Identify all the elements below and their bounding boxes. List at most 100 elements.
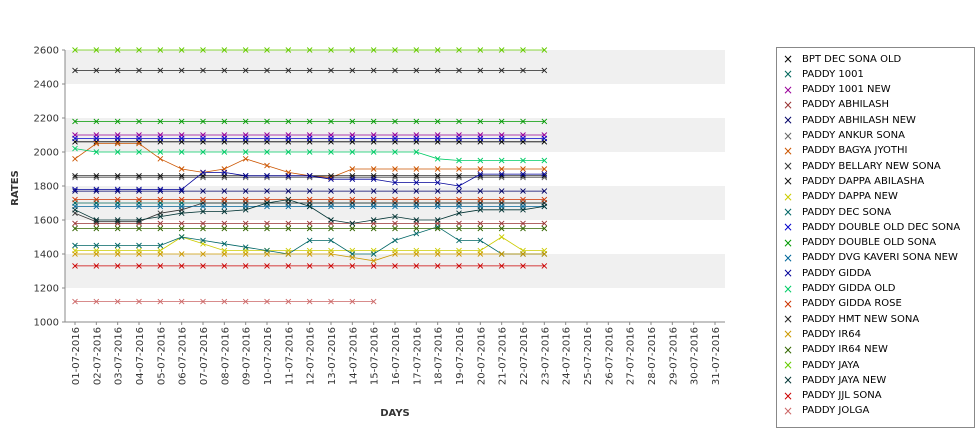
legend-label: PADDY DAPPA NEW — [802, 191, 898, 203]
legend-label: BPT DEC SONA OLD — [802, 53, 902, 65]
legend-item: × PADDY GIDDA OLD — [777, 282, 896, 296]
data-point — [370, 166, 377, 172]
legend-marker-icon: × — [782, 67, 794, 82]
data-point — [178, 298, 185, 305]
data-point — [456, 118, 462, 125]
data-point — [328, 237, 334, 244]
x-tick-label: 15-07-2016 — [370, 327, 381, 385]
data-point — [498, 135, 505, 142]
data-point — [114, 298, 121, 305]
legend-item: × PADDY ABHILASH NEW — [777, 113, 916, 127]
data-point — [456, 67, 462, 74]
data-point — [285, 225, 292, 232]
data-point — [114, 67, 121, 74]
data-point — [413, 203, 420, 210]
data-point — [157, 242, 164, 249]
legend-marker-icon: × — [782, 97, 794, 112]
data-point — [221, 118, 228, 125]
data-point — [541, 166, 548, 172]
series-15 — [72, 145, 548, 164]
data-point — [200, 220, 206, 227]
legend-label: PADDY DAPPA ABILASHA — [802, 175, 925, 187]
data-point — [178, 251, 185, 257]
data-point — [93, 217, 100, 223]
data-point — [370, 225, 377, 232]
data-point — [349, 203, 356, 210]
data-point — [221, 47, 228, 53]
legend-marker-icon: × — [782, 373, 794, 388]
data-point — [328, 251, 334, 257]
data-point — [136, 118, 142, 125]
data-point — [178, 196, 185, 203]
plot-band — [65, 254, 725, 288]
x-tick-label: 29-07-2016 — [668, 327, 679, 385]
data-point — [392, 213, 398, 220]
x-tick-label: 19-07-2016 — [455, 327, 466, 385]
data-point — [157, 135, 164, 142]
legend-label: PADDY ABHILASH — [802, 99, 890, 111]
data-point — [285, 251, 292, 257]
data-point — [520, 263, 526, 269]
legend-marker-icon: × — [782, 220, 794, 235]
data-point — [93, 186, 100, 193]
legend-item: × PADDY JAYA — [777, 358, 859, 372]
data-point — [221, 196, 228, 203]
data-point — [72, 172, 78, 179]
legend-marker-icon: × — [782, 327, 794, 342]
data-point — [541, 188, 548, 194]
legend-item: × BPT DEC SONA OLD — [777, 52, 901, 66]
x-tick-label: 16-07-2016 — [391, 327, 402, 385]
data-point — [520, 166, 526, 172]
data-point — [242, 196, 249, 203]
data-point — [285, 196, 292, 203]
data-point — [498, 188, 505, 194]
data-point — [434, 179, 441, 186]
data-point — [114, 135, 121, 142]
data-point — [413, 118, 420, 125]
data-point — [456, 203, 462, 210]
data-point — [221, 240, 228, 247]
data-point — [285, 135, 292, 142]
data-point — [72, 118, 78, 125]
data-point — [413, 188, 420, 194]
data-point — [434, 188, 441, 194]
data-point — [72, 145, 78, 152]
legend-label: PADDY BELLARY NEW SONA — [802, 160, 941, 172]
data-point — [498, 225, 505, 232]
data-point — [178, 118, 185, 125]
series-20 — [72, 47, 548, 53]
data-point — [370, 257, 377, 264]
x-tick-label: 22-07-2016 — [519, 327, 530, 385]
data-point — [178, 263, 185, 269]
data-point — [328, 196, 334, 203]
data-point — [370, 217, 377, 223]
data-point — [477, 220, 484, 227]
data-point — [434, 155, 441, 162]
series-line — [75, 236, 545, 252]
data-point — [306, 298, 313, 305]
data-point — [136, 298, 142, 305]
data-point — [157, 155, 164, 162]
data-point — [157, 47, 164, 53]
data-point — [349, 225, 356, 232]
x-tick-label: 10-07-2016 — [263, 327, 274, 385]
data-point — [541, 135, 548, 142]
y-tick-label: 2200 — [34, 114, 59, 125]
legend-marker-icon: × — [782, 52, 794, 66]
data-point — [136, 217, 142, 223]
series-3 — [72, 220, 548, 227]
data-point — [178, 234, 185, 240]
data-point — [136, 135, 142, 142]
data-point — [520, 118, 526, 125]
data-point — [72, 263, 78, 269]
data-point — [200, 47, 206, 53]
data-point — [477, 67, 484, 74]
data-point — [413, 217, 420, 223]
data-point — [349, 254, 356, 261]
data-point — [413, 67, 420, 74]
data-point — [200, 135, 206, 142]
data-point — [370, 149, 377, 155]
data-point — [285, 220, 292, 227]
data-point — [392, 149, 398, 155]
data-point — [178, 166, 185, 172]
